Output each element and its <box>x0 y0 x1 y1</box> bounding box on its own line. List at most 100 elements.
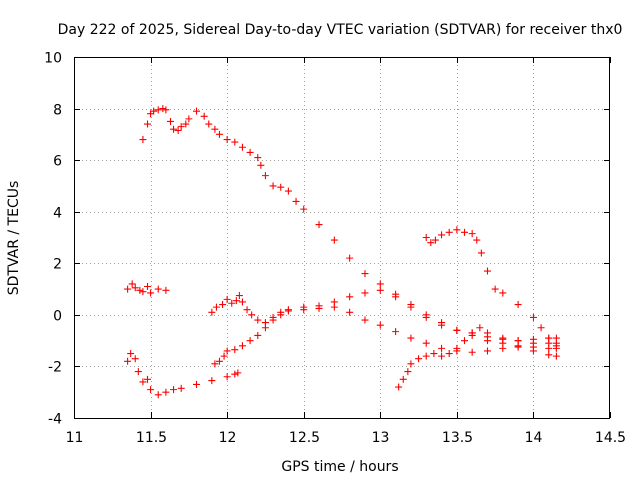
data-point <box>315 304 323 312</box>
data-point <box>468 230 476 238</box>
data-point <box>552 352 560 360</box>
data-point <box>468 348 476 356</box>
data-point <box>208 377 216 385</box>
data-point <box>477 249 485 257</box>
data-point <box>330 236 338 244</box>
x-tick-label: 14.5 <box>595 430 626 446</box>
data-point <box>376 286 384 294</box>
data-point <box>552 342 560 350</box>
data-point <box>159 105 167 113</box>
data-point <box>174 126 182 134</box>
y-tick-label: 2 <box>53 257 62 273</box>
x-axis-label: GPS time / hours <box>281 459 398 475</box>
data-point <box>376 321 384 329</box>
data-point <box>238 298 246 306</box>
data-point <box>284 187 292 195</box>
data-point <box>228 299 236 307</box>
data-point <box>128 280 136 288</box>
data-point <box>483 329 491 337</box>
chart-title: Day 222 of 2025, Sidereal Day-to-day VTE… <box>58 22 623 38</box>
y-tick-label: 4 <box>53 206 62 222</box>
data-point <box>177 123 185 131</box>
data-point <box>427 239 435 247</box>
data-point <box>514 343 522 351</box>
data-point <box>300 306 308 314</box>
data-point <box>231 138 239 146</box>
data-point <box>127 350 135 358</box>
data-point <box>231 370 239 378</box>
data-point <box>254 154 262 162</box>
data-point <box>292 197 300 205</box>
data-point <box>136 286 144 294</box>
y-tick-label: 6 <box>53 154 62 170</box>
data-point <box>248 311 256 319</box>
data-point <box>529 339 537 347</box>
plot-frame <box>74 57 610 419</box>
data-point <box>162 106 170 114</box>
y-tick-label: -4 <box>48 412 62 428</box>
data-point <box>254 316 262 324</box>
data-point <box>232 297 240 305</box>
data-point <box>219 301 227 309</box>
data-point <box>211 360 219 368</box>
data-point <box>166 117 174 125</box>
data-point <box>193 380 201 388</box>
data-point <box>182 120 190 128</box>
data-point <box>407 334 415 342</box>
series-track-2 <box>124 280 170 297</box>
data-point <box>212 303 220 311</box>
data-point <box>499 334 507 342</box>
data-point <box>223 373 231 381</box>
data-point <box>144 120 152 128</box>
y-axis-label: SDTVAR / TECUs <box>6 181 22 296</box>
data-point <box>144 375 152 383</box>
data-point <box>177 384 185 392</box>
x-tick-label: 13 <box>372 430 390 446</box>
data-point <box>277 311 285 319</box>
data-point <box>483 347 491 355</box>
data-point <box>254 331 262 339</box>
data-point <box>200 112 208 120</box>
data-point <box>395 383 403 391</box>
data-point <box>246 337 254 345</box>
grid <box>74 57 610 418</box>
data-point <box>269 182 277 190</box>
data-point <box>415 355 423 363</box>
data-point <box>438 344 446 352</box>
x-tick-label: 12.5 <box>289 430 320 446</box>
data-point <box>499 289 507 297</box>
x-tick-label: 12 <box>219 430 237 446</box>
data-point <box>392 293 400 301</box>
x-tick-label: 14 <box>525 430 543 446</box>
data-point <box>170 386 178 394</box>
data-point <box>193 107 201 115</box>
data-point <box>438 231 446 239</box>
data-point <box>545 339 553 347</box>
data-point <box>445 228 453 236</box>
data-point <box>453 226 461 234</box>
data-point <box>514 301 522 309</box>
data-point <box>235 292 243 300</box>
data-point <box>269 316 277 324</box>
data-point <box>499 344 507 352</box>
data-point <box>315 221 323 229</box>
data-point <box>330 303 338 311</box>
data-point <box>346 293 354 301</box>
data-point <box>231 346 239 354</box>
x-tick-label: 13.5 <box>442 430 473 446</box>
data-point <box>430 350 438 358</box>
data-point <box>147 386 155 394</box>
data-point <box>438 352 446 360</box>
data-point <box>361 316 369 324</box>
data-point <box>170 125 178 133</box>
x-tick-label: 11.5 <box>136 430 167 446</box>
data-point <box>205 120 213 128</box>
data-point <box>491 285 499 293</box>
data-point <box>215 130 223 138</box>
series-track-6 <box>422 226 560 347</box>
data-point <box>468 329 476 337</box>
data-point <box>537 324 545 332</box>
data-point <box>223 136 231 144</box>
data-point <box>438 321 446 329</box>
